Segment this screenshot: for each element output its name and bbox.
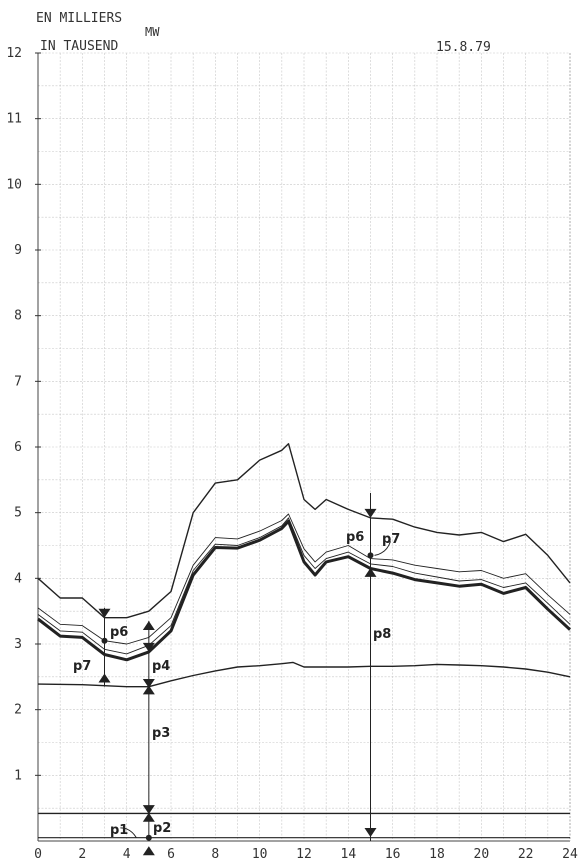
x-tick-label: 0 [34, 847, 42, 862]
x-tick-label: 4 [123, 847, 131, 862]
x-tick-label: 20 [474, 847, 490, 862]
label-p1: p1 [110, 823, 128, 838]
x-tick-label: 16 [385, 847, 401, 862]
arrow-head-p6-right [364, 508, 377, 518]
series-line-base [37, 661, 571, 688]
y-tick-label: 4 [14, 571, 22, 586]
series-line-bold [37, 519, 572, 662]
y-tick-label: 11 [6, 112, 22, 127]
y-tick-label: 5 [14, 506, 22, 521]
arrow-head-p8-up [364, 567, 377, 577]
x-tick-label: 22 [518, 847, 534, 862]
y-tick-label: 10 [6, 177, 22, 192]
x-tick-label: 10 [252, 847, 268, 862]
label-p3: p3 [152, 726, 170, 741]
label-p6-right: p6 [346, 530, 364, 545]
marker-dot-p1 [145, 834, 152, 841]
series-lines [37, 443, 572, 839]
y-tick-label: 8 [14, 309, 22, 324]
series-line-upper-thin [37, 513, 571, 645]
unit-label: MW [145, 25, 160, 39]
arrow-head-p3-down [142, 678, 155, 688]
marker-dot-right [367, 552, 374, 559]
arrow-head-p2-up [142, 812, 155, 822]
title-line-1: EN MILLIERS [36, 11, 122, 26]
x-tick-label: 18 [429, 847, 445, 862]
y-tick-label: 1 [14, 768, 22, 783]
arrow-head-p4-up [142, 621, 155, 631]
series-line-top [37, 443, 571, 619]
y-tick-label: 3 [14, 637, 22, 652]
x-tick-label: 6 [167, 847, 175, 862]
arrow-head-p2-down [142, 805, 155, 815]
arrow-head-p4-down [142, 642, 155, 652]
y-tick-label: 6 [14, 440, 22, 455]
x-tick-label: 14 [341, 847, 357, 862]
label-p4: p4 [152, 659, 170, 674]
annotation-markers [98, 492, 391, 856]
label-p8: p8 [373, 627, 391, 642]
leader-p7-right [374, 541, 391, 556]
marker-dot-left [101, 637, 108, 644]
label-p7-left: p7 [73, 659, 91, 674]
series-line-middle-thin [37, 517, 571, 655]
y-tick-label: 12 [6, 46, 22, 61]
x-tick-label: 12 [296, 847, 312, 862]
arrow-head-p3-up [142, 685, 155, 695]
title-line-2: IN TAUSEND [40, 39, 118, 54]
x-tick-label: 2 [78, 847, 86, 862]
grid [37, 52, 571, 842]
arrow-head-p7-left [98, 673, 111, 683]
y-tick-label: 7 [14, 374, 22, 389]
y-tick-label: 9 [14, 243, 22, 258]
y-tick-label: 2 [14, 703, 22, 718]
x-tick-label: 24 [562, 847, 578, 862]
date-label: 15.8.79 [436, 40, 491, 55]
arrow-head-p6-left [98, 608, 111, 618]
arrow-head-p1-up [142, 846, 155, 856]
label-p6-left: p6 [110, 625, 128, 640]
label-p2: p2 [153, 821, 171, 836]
label-p7-right: p7 [382, 532, 400, 547]
x-tick-label: 8 [211, 847, 219, 862]
leader-p1 [120, 827, 137, 838]
arrow-head-p8-down [364, 828, 377, 838]
